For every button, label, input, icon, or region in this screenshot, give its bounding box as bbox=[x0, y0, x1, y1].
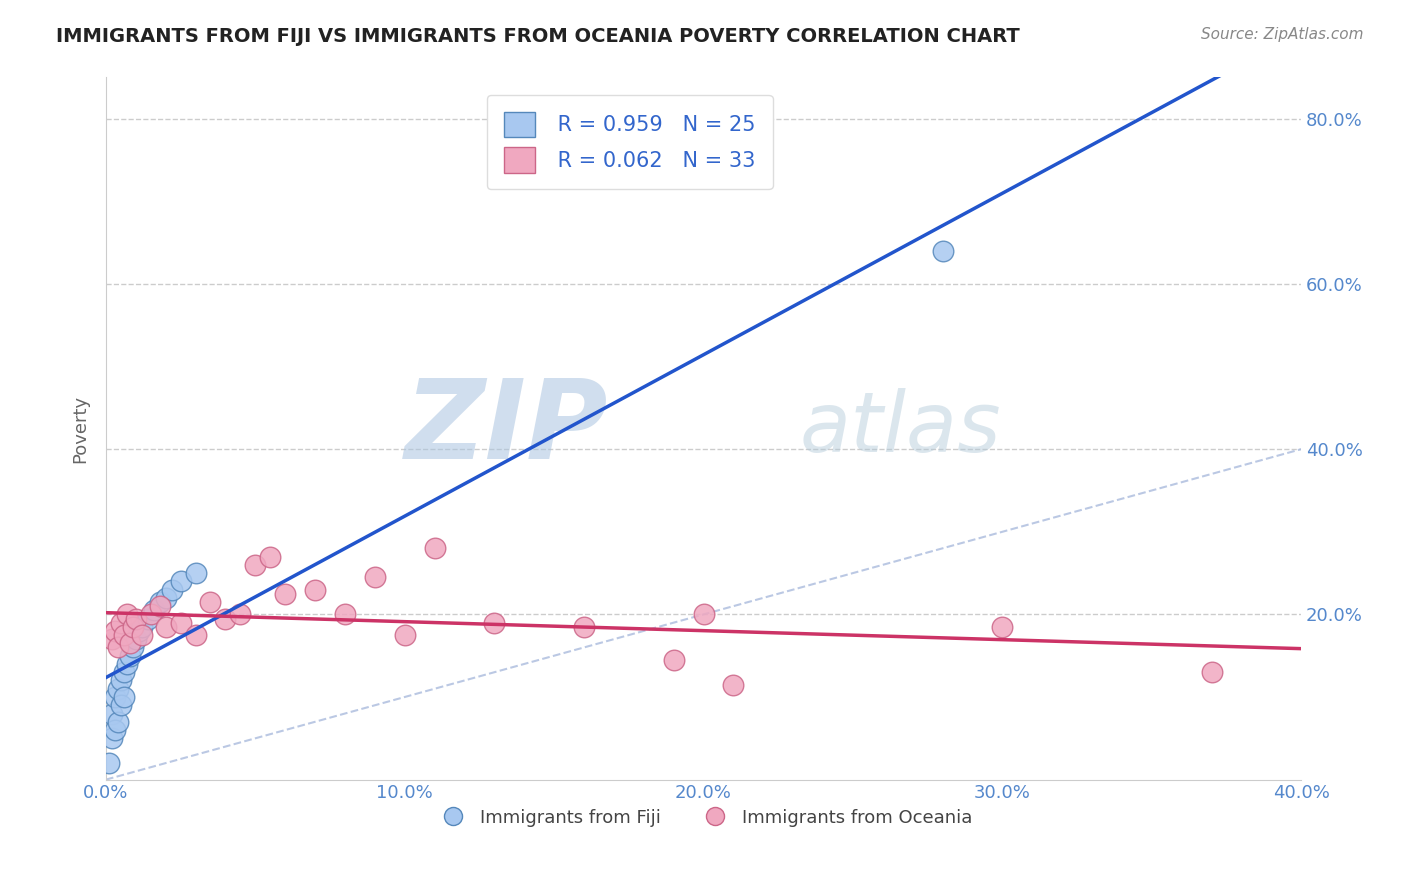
Point bbox=[107, 681, 129, 696]
Point bbox=[131, 628, 153, 642]
Point bbox=[136, 611, 159, 625]
Point bbox=[118, 636, 141, 650]
Point bbox=[991, 620, 1014, 634]
Point bbox=[155, 591, 177, 605]
Point bbox=[229, 607, 252, 622]
Point bbox=[723, 678, 745, 692]
Y-axis label: Poverty: Poverty bbox=[72, 394, 89, 463]
Point bbox=[121, 620, 143, 634]
Point bbox=[104, 690, 127, 704]
Point bbox=[155, 620, 177, 634]
Point bbox=[112, 690, 135, 704]
Point bbox=[149, 595, 172, 609]
Point bbox=[131, 620, 153, 634]
Point bbox=[101, 632, 124, 647]
Point bbox=[394, 628, 416, 642]
Point bbox=[121, 640, 143, 655]
Point bbox=[112, 628, 135, 642]
Text: atlas: atlas bbox=[799, 388, 1001, 469]
Point bbox=[169, 615, 191, 630]
Point bbox=[112, 665, 135, 680]
Point bbox=[104, 723, 127, 737]
Point bbox=[139, 607, 162, 622]
Point bbox=[142, 603, 165, 617]
Point bbox=[169, 574, 191, 589]
Point bbox=[107, 640, 129, 655]
Legend: Immigrants from Fiji, Immigrants from Oceania: Immigrants from Fiji, Immigrants from Oc… bbox=[427, 801, 980, 834]
Point bbox=[423, 541, 446, 556]
Point bbox=[101, 706, 124, 721]
Text: Source: ZipAtlas.com: Source: ZipAtlas.com bbox=[1201, 27, 1364, 42]
Point bbox=[107, 714, 129, 729]
Point bbox=[304, 582, 326, 597]
Point bbox=[662, 653, 685, 667]
Point bbox=[118, 648, 141, 663]
Point bbox=[200, 595, 222, 609]
Point bbox=[333, 607, 356, 622]
Point bbox=[115, 657, 138, 671]
Text: IMMIGRANTS FROM FIJI VS IMMIGRANTS FROM OCEANIA POVERTY CORRELATION CHART: IMMIGRANTS FROM FIJI VS IMMIGRANTS FROM … bbox=[56, 27, 1019, 45]
Point bbox=[110, 615, 132, 630]
Point bbox=[97, 756, 120, 770]
Point bbox=[110, 698, 132, 713]
Point bbox=[1201, 665, 1223, 680]
Point bbox=[484, 615, 506, 630]
Point bbox=[692, 607, 714, 622]
Point bbox=[110, 673, 132, 688]
Point bbox=[184, 566, 207, 580]
Point bbox=[101, 731, 124, 746]
Point bbox=[364, 570, 387, 584]
Point bbox=[184, 628, 207, 642]
Point bbox=[149, 599, 172, 614]
Point bbox=[160, 582, 183, 597]
Point bbox=[125, 632, 148, 647]
Point bbox=[125, 611, 148, 625]
Point bbox=[259, 549, 281, 564]
Point bbox=[115, 607, 138, 622]
Text: ZIP: ZIP bbox=[405, 375, 607, 482]
Point bbox=[128, 624, 150, 638]
Point bbox=[104, 624, 127, 638]
Point bbox=[214, 611, 236, 625]
Point bbox=[931, 244, 953, 258]
Point bbox=[245, 558, 267, 572]
Point bbox=[274, 587, 297, 601]
Point bbox=[572, 620, 595, 634]
